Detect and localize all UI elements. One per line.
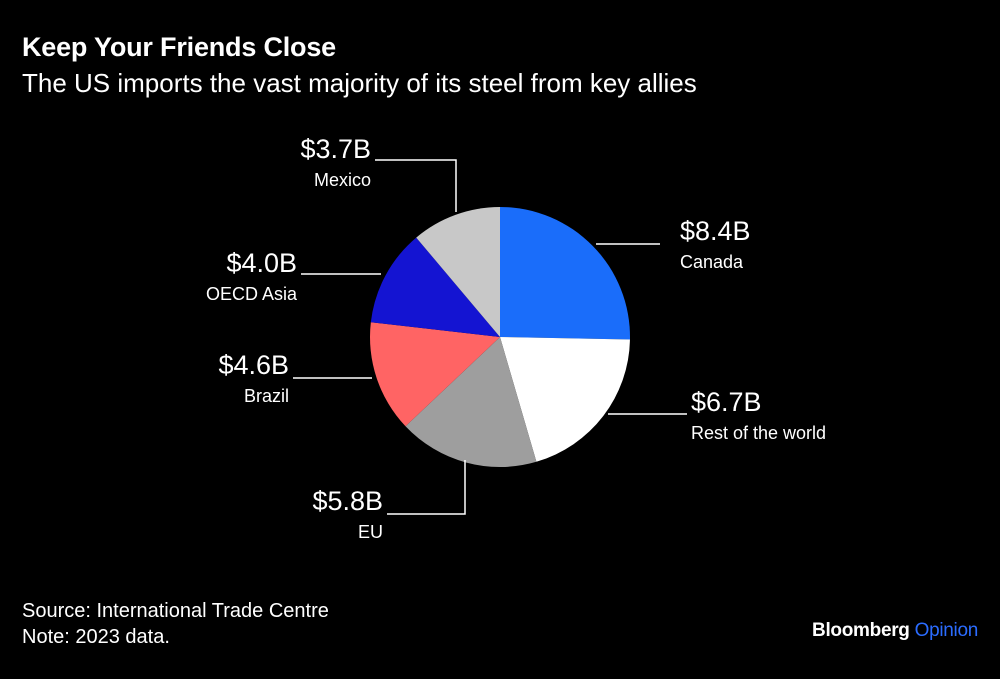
pie-slice-canada bbox=[500, 207, 631, 340]
category-label-rest-of-the-world: Rest of the world bbox=[691, 423, 826, 443]
value-label-rest-of-the-world: $6.7B bbox=[691, 387, 762, 417]
leader-line-eu bbox=[387, 460, 466, 515]
pie-slice-rest-of-the-world bbox=[500, 337, 630, 462]
footer: Source: International Trade Centre Note:… bbox=[22, 598, 329, 650]
pie-slice-eu bbox=[405, 337, 537, 468]
chart-title: Keep Your Friends Close bbox=[22, 32, 336, 62]
bloomberg-opinion-logo: Bloomberg Opinion bbox=[812, 620, 978, 642]
data-note: Note: 2023 data. bbox=[22, 626, 170, 648]
value-label-oecd-asia: $4.0B bbox=[226, 248, 297, 278]
pie-slice-brazil bbox=[370, 322, 500, 427]
category-label-oecd-asia: OECD Asia bbox=[206, 284, 298, 304]
pie-labels: $8.4B Canada $6.7B Rest of the world $5.8B EU… bbox=[206, 134, 826, 542]
value-label-brazil: $4.6B bbox=[218, 350, 289, 380]
leader-line-mexico bbox=[375, 159, 457, 212]
source-note: Source: International Trade Centre bbox=[22, 600, 329, 622]
category-label-eu: EU bbox=[358, 522, 383, 542]
brand-section: Opinion bbox=[914, 620, 979, 641]
category-label-canada: Canada bbox=[680, 252, 744, 272]
value-label-canada: $8.4B bbox=[680, 216, 751, 246]
pie-slices bbox=[370, 207, 631, 468]
value-label-eu: $5.8B bbox=[312, 486, 383, 516]
pie-slice-mexico bbox=[416, 207, 500, 337]
value-label-mexico: $3.7B bbox=[300, 134, 371, 164]
category-label-mexico: Mexico bbox=[314, 170, 371, 190]
pie-slice-oecd-asia bbox=[370, 237, 500, 337]
brand-name: Bloomberg bbox=[812, 620, 910, 641]
category-label-brazil: Brazil bbox=[244, 386, 289, 406]
chart-subtitle: The US imports the vast majority of its … bbox=[22, 68, 697, 98]
